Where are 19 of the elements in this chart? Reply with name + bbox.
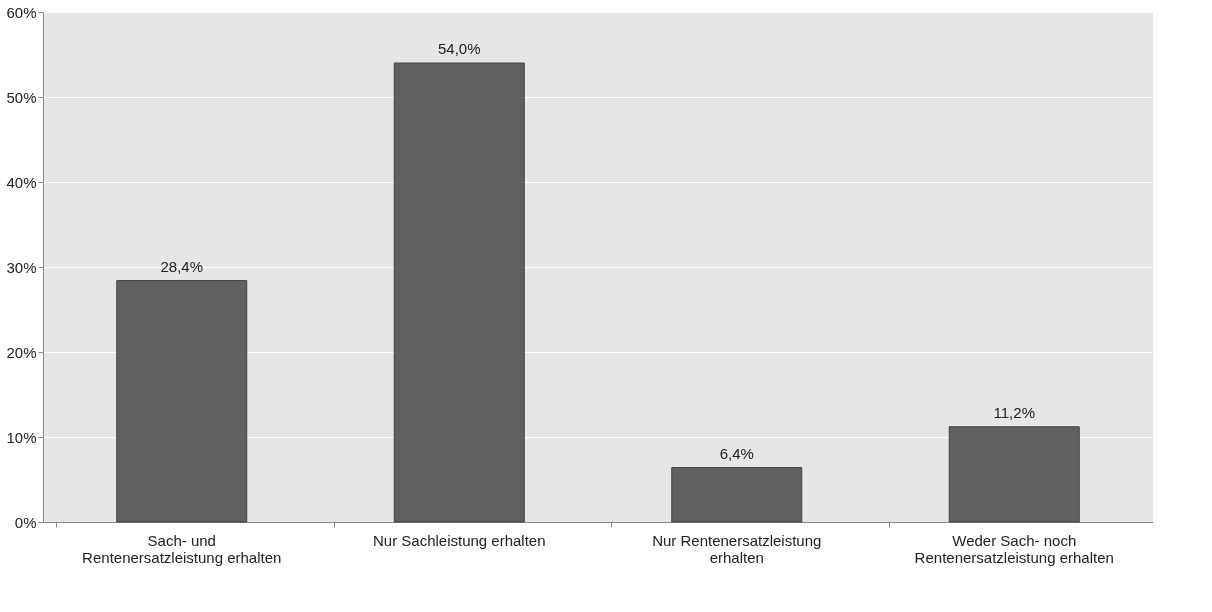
x-tick-label: Sach- und Rentenersatzleistung erhalten bbox=[82, 531, 282, 566]
y-tick-label: 10% bbox=[6, 428, 37, 446]
y-tick-label: 60% bbox=[6, 3, 37, 21]
x-tick-label: Nur Sachleistung erhalten bbox=[372, 531, 546, 549]
y-tick-label: 50% bbox=[6, 88, 37, 106]
x-tick-label: Nur Rentenersatzleistung erhalten bbox=[652, 531, 822, 566]
y-tick-label: 30% bbox=[6, 258, 37, 276]
x-tick-label: Weder Sach- noch Rentenersatzleistung erhalten bbox=[914, 531, 1114, 566]
y-tick-label: 0% bbox=[14, 513, 37, 531]
data-label: 11,2% bbox=[993, 403, 1035, 421]
data-label: 54,0% bbox=[437, 40, 481, 57]
data-label: 6,4% bbox=[719, 444, 754, 462]
bar bbox=[116, 280, 248, 523]
bar bbox=[671, 467, 803, 523]
y-tick-label: 20% bbox=[6, 343, 37, 361]
bar bbox=[948, 426, 1080, 523]
data-label: 28,4% bbox=[160, 257, 204, 275]
y-tick-label: 40% bbox=[6, 173, 37, 191]
bar bbox=[393, 62, 525, 523]
